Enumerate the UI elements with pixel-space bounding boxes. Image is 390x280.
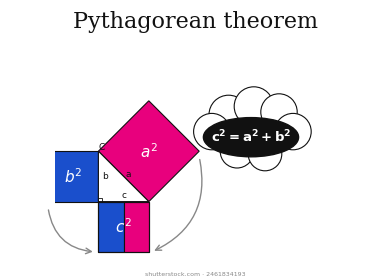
Circle shape (193, 113, 230, 150)
Text: $a^2$: $a^2$ (140, 142, 158, 160)
Polygon shape (98, 101, 199, 202)
Circle shape (248, 137, 282, 171)
Text: b: b (102, 172, 107, 181)
Circle shape (209, 95, 248, 134)
Circle shape (261, 94, 297, 130)
Circle shape (234, 87, 273, 126)
Text: shutterstock.com · 2461834193: shutterstock.com · 2461834193 (145, 272, 245, 277)
Text: C: C (99, 143, 105, 152)
Text: Pythagorean theorem: Pythagorean theorem (73, 11, 317, 33)
Text: c: c (121, 191, 126, 200)
Polygon shape (98, 202, 124, 252)
Text: a: a (126, 170, 131, 179)
Circle shape (275, 113, 311, 150)
Polygon shape (98, 151, 149, 202)
Circle shape (220, 134, 254, 168)
Text: $b^2$: $b^2$ (64, 167, 82, 186)
Ellipse shape (204, 118, 299, 157)
Text: $\mathbf{c^2 = a^2 + b^2}$: $\mathbf{c^2 = a^2 + b^2}$ (211, 129, 291, 146)
Polygon shape (48, 151, 98, 202)
Polygon shape (124, 202, 149, 252)
Text: $c^2$: $c^2$ (115, 218, 132, 236)
